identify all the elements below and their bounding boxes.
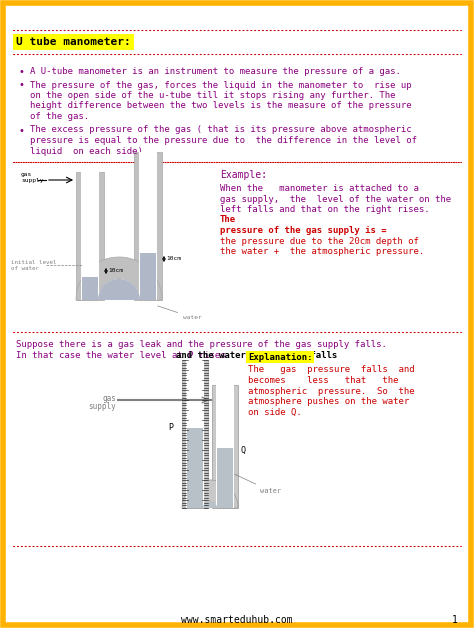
Bar (82, 277, 98, 300)
Text: The pressure of the gas, forces the liquid in the manometer to  rise up: The pressure of the gas, forces the liqu… (30, 80, 411, 90)
Text: initial level
of water: initial level of water (11, 260, 56, 270)
Text: of the gas.: of the gas. (30, 112, 89, 121)
Polygon shape (76, 257, 162, 300)
Polygon shape (203, 501, 217, 508)
Text: the water +  the atmospheric pressure.: the water + the atmospheric pressure. (220, 247, 424, 256)
Text: In that case the water level at P rises: In that case the water level at P rises (16, 351, 237, 360)
Polygon shape (98, 279, 140, 300)
Text: gas: gas (102, 394, 116, 403)
Text: atmosphere pushes on the water: atmosphere pushes on the water (248, 397, 409, 406)
Text: 10cm: 10cm (166, 257, 181, 262)
Text: The: The (220, 216, 236, 224)
Text: Example:: Example: (220, 170, 267, 180)
Text: A U-tube manometer is an instrument to measure the pressure of a gas.: A U-tube manometer is an instrument to m… (30, 67, 401, 76)
Text: Suppose there is a gas leak and the pressure of the gas supply falls.: Suppose there is a gas leak and the pres… (16, 340, 387, 349)
Text: Q: Q (241, 446, 246, 455)
Text: atmospheric  pressure.  So  the: atmospheric pressure. So the (248, 387, 415, 396)
Text: P: P (168, 423, 173, 432)
Bar (212, 385, 238, 508)
Text: water: water (235, 474, 281, 494)
Text: pressure of the gas supply is =: pressure of the gas supply is = (220, 226, 387, 235)
Text: When the   manometer is attached to a: When the manometer is attached to a (220, 184, 419, 193)
Text: liquid  on each side): liquid on each side) (30, 147, 143, 155)
Text: •: • (19, 80, 25, 90)
Text: height difference between the two levels is the measure of the pressure: height difference between the two levels… (30, 102, 411, 111)
Bar (139, 152, 157, 300)
Text: Explanation:: Explanation: (248, 353, 312, 362)
Text: on side Q.: on side Q. (248, 408, 302, 416)
Text: The excess pressure of the gas ( that is its pressure above atmospheric: The excess pressure of the gas ( that is… (30, 126, 411, 135)
Text: www.smarteduhub.com: www.smarteduhub.com (181, 615, 293, 625)
Bar (216, 385, 234, 508)
Text: U tube manometer:: U tube manometer: (16, 37, 131, 47)
Text: supply: supply (88, 402, 116, 411)
Polygon shape (98, 279, 140, 300)
Text: becomes    less   that   the: becomes less that the (248, 376, 399, 385)
Text: •: • (19, 67, 25, 77)
Bar (81, 172, 99, 300)
Text: on the open side of the u-tube till it stops rising any further. The: on the open side of the u-tube till it s… (30, 91, 395, 100)
Text: left falls and that on the right rises.: left falls and that on the right rises. (220, 205, 435, 214)
Text: the pressure due to the 20cm depth of: the pressure due to the 20cm depth of (220, 236, 419, 245)
Text: 1: 1 (452, 615, 458, 625)
Bar (76, 172, 104, 300)
Text: pressure is equal to the pressure due to  the difference in the level of: pressure is equal to the pressure due to… (30, 136, 417, 145)
Text: •: • (19, 126, 25, 135)
Text: 10cm: 10cm (108, 269, 123, 274)
Bar (182, 360, 208, 508)
Bar (217, 448, 233, 508)
Bar (186, 360, 204, 508)
Text: gas supply,  the  level of the water on the: gas supply, the level of the water on th… (220, 195, 451, 204)
Polygon shape (182, 480, 238, 508)
Polygon shape (203, 501, 217, 508)
Text: water: water (158, 306, 202, 320)
Bar (187, 428, 203, 508)
Text: and the water level at Q falls: and the water level at Q falls (176, 351, 337, 360)
Text: gas
supply: gas supply (21, 172, 44, 183)
Bar (140, 253, 156, 300)
Bar (134, 152, 162, 300)
Text: The   gas  pressure  falls  and: The gas pressure falls and (248, 365, 415, 375)
